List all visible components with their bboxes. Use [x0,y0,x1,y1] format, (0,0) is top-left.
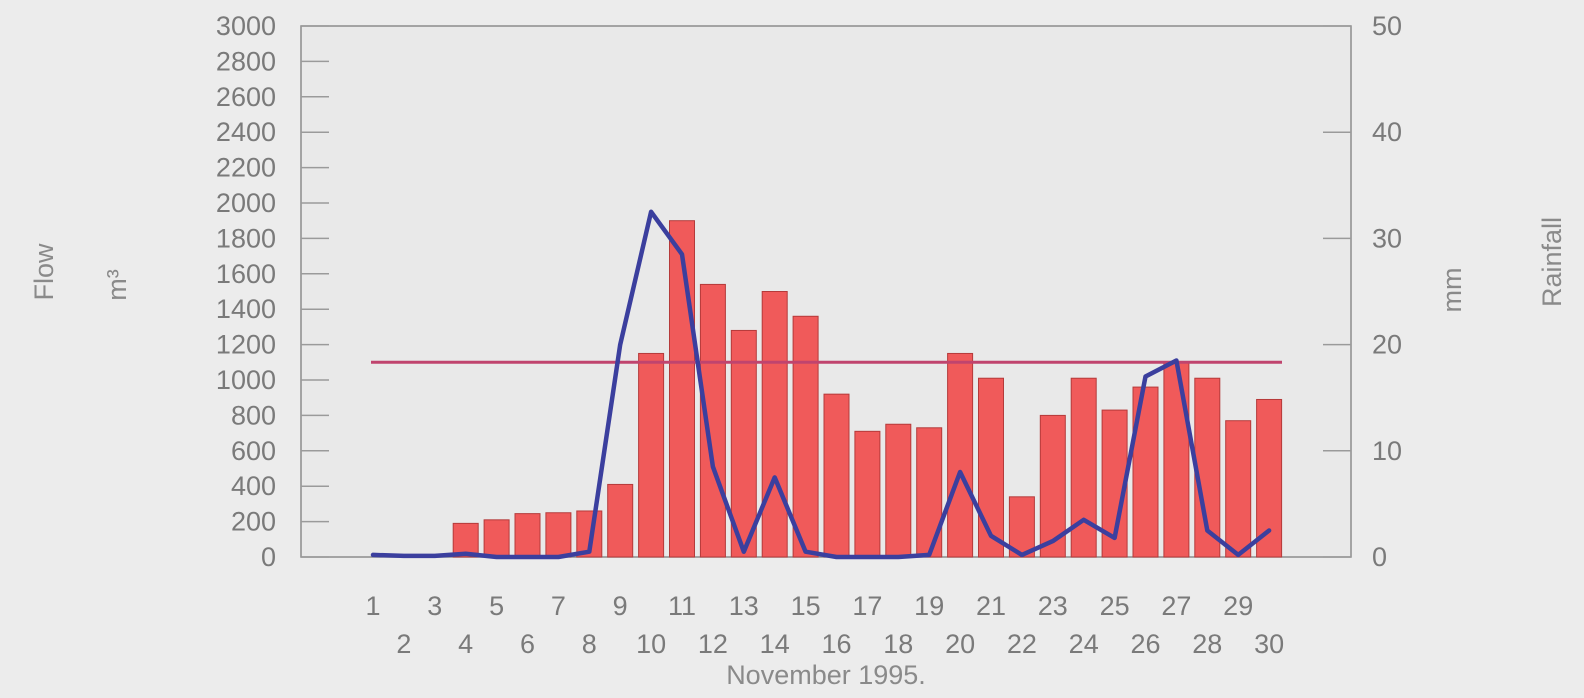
right-axis-unit: mm [1437,268,1467,313]
x-tick-label: 24 [1069,629,1099,659]
flow-bar [483,519,510,558]
right-y-tick-label: 40 [1372,117,1402,147]
x-tick-label: 29 [1223,591,1253,621]
left-y-axis: 0 200 400 600 800 1000 1200 1400 1600 1800 2000 220… [216,11,329,572]
left-y-tick-label: 400 [231,471,276,501]
flow-bar [761,291,788,558]
left-y-tick-label: 2000 [216,188,276,218]
right-y-tick-label: 20 [1372,330,1402,360]
x-tick-label: 15 [791,591,821,621]
right-y-tick-label: 50 [1372,11,1402,41]
rainfall-polyline [370,209,1272,560]
flow-bar [1008,496,1035,558]
x-tick-label: 7 [551,591,566,621]
left-y-tick-label: 2200 [216,153,276,183]
flow-bars [452,220,1283,558]
left-y-tick-label: 2600 [216,82,276,112]
flow-bar [947,352,974,558]
left-y-tick-label: 2800 [216,46,276,76]
flow-bar [669,220,695,558]
x-tick-label: 1 [365,591,380,621]
flow-bar [978,377,1004,558]
x-tick-label: 27 [1161,591,1191,621]
x-tick-label: 20 [945,629,975,659]
x-tick-label: 21 [976,591,1006,621]
flow-bar [607,483,634,558]
flow-bar [1039,414,1066,558]
x-axis-title: November 1995. [726,660,926,690]
x-tick-label: 19 [914,591,944,621]
right-axis-title: Rainfall [1537,217,1567,307]
x-axis: 1234567891011121314151617181920212223242… [365,591,1284,659]
x-tick-label: 9 [613,591,628,621]
flow-bar [452,522,479,558]
left-y-tick-label: 3000 [216,11,276,41]
x-tick-label: 12 [698,629,728,659]
x-tick-label: 11 [668,591,696,621]
flow-bar [854,430,881,558]
left-axis-title: Flow [29,243,59,301]
left-y-tick-label: 2400 [216,117,276,147]
x-tick-label: 28 [1192,629,1222,659]
x-tick-label: 18 [883,629,913,659]
x-tick-label: 16 [821,629,851,659]
left-y-tick-label: 200 [231,507,276,537]
rainfall-line [370,209,1272,560]
right-y-tick-label: 10 [1372,436,1402,466]
x-tick-label: 14 [760,629,790,659]
right-y-tick-label: 30 [1372,223,1402,253]
x-tick-label: 17 [852,591,882,621]
left-axis-unit: m³ [102,269,132,300]
x-tick-label: 30 [1254,629,1284,659]
left-y-tick-label: 1400 [216,294,276,324]
left-y-tick-label: 1200 [216,330,276,360]
right-y-axis: 0 10 20 30 40 50 [1323,11,1402,572]
flow-bar [1163,361,1190,558]
left-y-tick-label: 1800 [216,223,276,253]
left-y-tick-label: 600 [231,436,276,466]
x-tick-label: 8 [582,629,597,659]
left-y-tick-label: 0 [261,542,276,572]
flow-bar [545,512,572,558]
flow-bar [885,423,912,558]
x-tick-label: 13 [729,591,759,621]
flow-bar [792,315,819,558]
flow-bar [823,393,850,558]
flow-bar [1225,420,1252,558]
x-tick-label: 6 [520,629,535,659]
x-tick-label: 3 [427,591,442,621]
left-y-tick-label: 1000 [216,365,276,395]
flow-bar [730,329,757,558]
x-tick-label: 23 [1038,591,1068,621]
x-tick-label: 22 [1007,629,1037,659]
flow-bar [1070,377,1097,558]
x-tick-label: 26 [1130,629,1160,659]
flow-bar [1256,398,1283,558]
x-tick-label: 4 [458,629,473,659]
flow-bar [638,352,665,558]
x-tick-label: 2 [396,629,411,659]
left-y-tick-label: 1600 [216,259,276,289]
right-y-tick-label: 0 [1372,542,1387,572]
x-tick-label: 10 [636,629,666,659]
x-tick-label: 25 [1100,591,1130,621]
flow-bar [514,513,541,558]
x-tick-label: 5 [489,591,504,621]
left-y-tick-label: 800 [231,400,276,430]
